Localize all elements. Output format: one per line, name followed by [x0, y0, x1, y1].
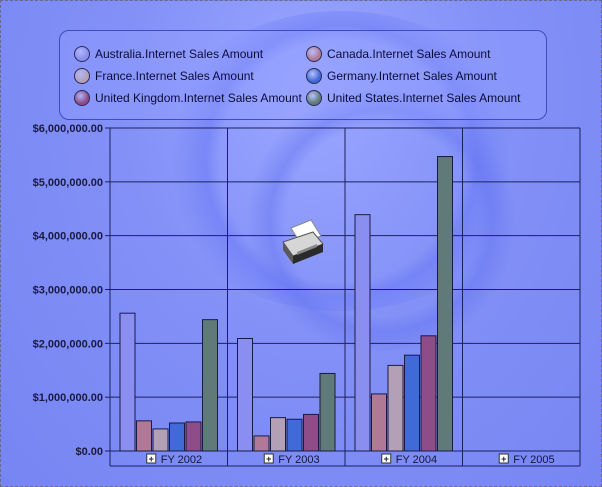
legend-item: United Kingdom.Internet Sales Amount [74, 89, 302, 107]
legend-label: Australia.Internet Sales Amount [95, 47, 264, 61]
legend-label: United Kingdom.Internet Sales Amount [95, 91, 302, 105]
bar[interactable] [404, 354, 420, 452]
expand-button[interactable] [498, 453, 509, 464]
y-tick-label: $0.00 [75, 446, 103, 458]
bar[interactable] [303, 413, 319, 452]
y-tick-label: $4,000,000.00 [33, 231, 103, 243]
bar[interactable] [169, 422, 185, 452]
bar[interactable] [270, 417, 286, 452]
bar[interactable] [202, 319, 218, 452]
bar[interactable] [371, 393, 387, 452]
y-tick-label: $2,000,000.00 [33, 338, 103, 350]
y-tick-label: $3,000,000.00 [33, 285, 103, 297]
bar[interactable] [136, 420, 152, 452]
expand-plus-icon[interactable]: + [149, 454, 154, 464]
chart-legend: Australia.Internet Sales Amount Canada.In… [59, 30, 547, 120]
bar[interactable] [152, 428, 169, 452]
category-label: FY 2004 [396, 454, 437, 466]
bar[interactable] [237, 337, 253, 452]
bar[interactable] [286, 418, 303, 452]
expand-button[interactable] [263, 453, 274, 464]
expand-button[interactable] [146, 453, 157, 464]
legend-item: France.Internet Sales Amount [74, 67, 254, 85]
legend-swatch [74, 90, 90, 106]
bar[interactable] [185, 421, 202, 452]
legend-swatch [306, 68, 322, 84]
bar[interactable] [420, 335, 437, 452]
legend-label: Germany.Internet Sales Amount [327, 69, 497, 83]
legend-label: France.Internet Sales Amount [95, 69, 254, 83]
legend-item: United States.Internet Sales Amount [306, 89, 520, 107]
legend-swatch [74, 46, 90, 62]
bar[interactable] [319, 372, 336, 452]
category-label: FY 2002 [161, 454, 202, 466]
legend-label: United States.Internet Sales Amount [327, 91, 521, 105]
bar[interactable] [119, 312, 136, 452]
legend-label: Canada.Internet Sales Amount [327, 47, 491, 61]
expand-button[interactable] [381, 453, 392, 464]
category-label: FY 2005 [513, 454, 554, 466]
y-tick-label: $6,000,000.00 [33, 123, 103, 135]
category-label: FY 2003 [278, 454, 319, 466]
bar[interactable] [387, 364, 404, 452]
expand-plus-icon[interactable]: + [384, 454, 389, 464]
legend-item: Australia.Internet Sales Amount [74, 45, 263, 63]
bar[interactable] [354, 214, 371, 452]
legend-swatch [306, 46, 322, 62]
y-tick-label: $1,000,000.00 [33, 392, 103, 404]
printer-icon[interactable] [277, 216, 329, 268]
expand-plus-icon[interactable]: + [266, 454, 271, 464]
bar[interactable] [253, 435, 270, 452]
expand-plus-icon[interactable]: + [501, 454, 506, 464]
bar[interactable] [437, 156, 453, 452]
legend-swatch [306, 90, 322, 106]
legend-item: Canada.Internet Sales Amount [306, 45, 490, 63]
legend-swatch [74, 68, 90, 84]
legend-item: Germany.Internet Sales Amount [306, 67, 497, 85]
y-tick-label: $5,000,000.00 [33, 177, 103, 189]
